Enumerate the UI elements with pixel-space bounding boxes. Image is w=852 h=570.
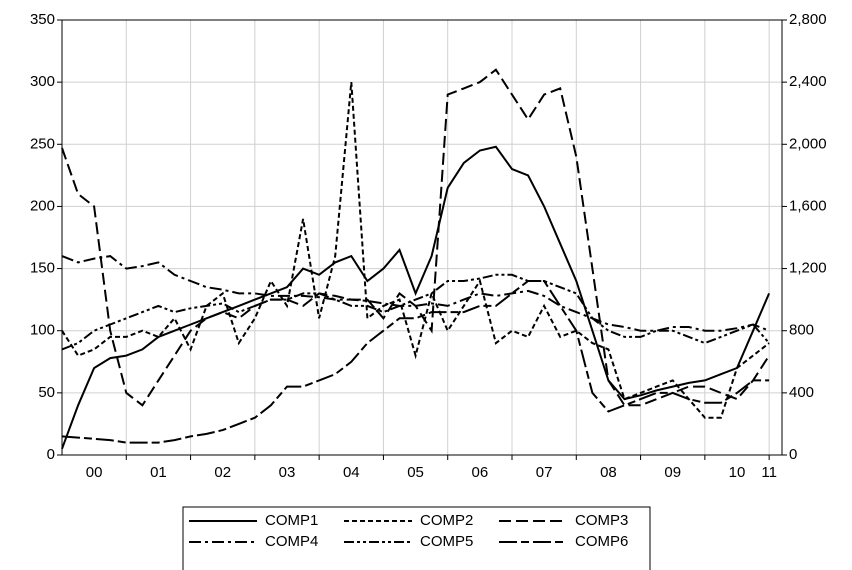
legend-label: COMP1: [265, 512, 318, 529]
y2-tick-label: 2,800: [789, 11, 827, 28]
x-tick-label: 01: [150, 464, 167, 481]
x-tick-label: 11: [761, 464, 777, 481]
y2-tick-label: 0: [789, 446, 797, 463]
y2-tick-label: 400: [789, 384, 814, 401]
x-tick-label: 10: [729, 464, 746, 481]
x-tick-label: 05: [407, 464, 424, 481]
y-tick-label: 250: [30, 135, 55, 152]
y-tick-label: 350: [30, 11, 55, 28]
y-tick-label: 50: [38, 384, 55, 401]
y2-tick-label: 800: [789, 322, 814, 339]
x-tick-label: 06: [472, 464, 489, 481]
x-tick-label: 09: [664, 464, 681, 481]
y2-tick-label: 2,400: [789, 73, 827, 90]
legend-label: COMP5: [420, 533, 473, 550]
y2-tick-label: 2,000: [789, 135, 827, 152]
legend-label: COMP4: [265, 533, 318, 550]
legend-label: COMP3: [575, 512, 628, 529]
series-line: [61, 273, 770, 351]
y-tick-label: 100: [30, 322, 55, 339]
y-tick-label: 0: [47, 446, 55, 463]
y-tick-label: 300: [30, 73, 55, 90]
x-tick-label: 00: [86, 464, 103, 481]
legend-box: [182, 506, 651, 570]
x-tick-label: 02: [214, 464, 231, 481]
legend-label: COMP2: [420, 512, 473, 529]
x-tick-label: 04: [343, 464, 360, 481]
legend-label: COMP6: [575, 533, 628, 550]
series-line: [61, 280, 770, 444]
series-line: [61, 82, 770, 419]
x-tick-label: 07: [536, 464, 553, 481]
x-tick-label: 03: [279, 464, 296, 481]
series-line: [61, 255, 770, 332]
plot-frame: [61, 19, 783, 456]
y2-tick-label: 1,200: [789, 260, 827, 277]
y-tick-label: 150: [30, 260, 55, 277]
y2-tick-label: 1,600: [789, 197, 827, 214]
series-line: [61, 145, 771, 450]
x-tick-label: 08: [600, 464, 617, 481]
y-tick-label: 200: [30, 197, 55, 214]
